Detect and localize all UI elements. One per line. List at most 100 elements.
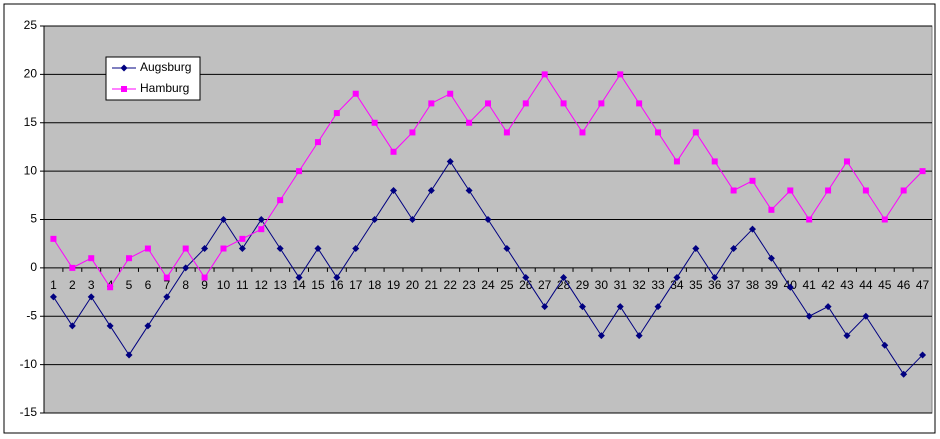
legend bbox=[105, 56, 201, 101]
data-point bbox=[522, 274, 530, 282]
x-tick-label: 14 bbox=[292, 278, 306, 292]
data-point bbox=[277, 197, 284, 204]
x-tick-label: 38 bbox=[746, 278, 760, 292]
data-point bbox=[87, 293, 95, 301]
x-tick-label: 30 bbox=[595, 278, 609, 292]
data-point bbox=[767, 254, 775, 262]
y-tick-label: 20 bbox=[24, 67, 38, 81]
x-tick-label: 7 bbox=[163, 278, 170, 292]
data-point bbox=[50, 235, 57, 242]
x-tick-label: 20 bbox=[406, 278, 420, 292]
data-point bbox=[219, 216, 227, 223]
x-tick-label: 8 bbox=[182, 278, 189, 292]
x-tick-label: 9 bbox=[201, 278, 208, 292]
data-point bbox=[900, 370, 908, 378]
data-point bbox=[144, 245, 151, 252]
x-tick-label: 37 bbox=[727, 278, 741, 292]
data-point bbox=[806, 216, 813, 223]
x-tick-label: 31 bbox=[614, 278, 628, 292]
y-tick-label: 10 bbox=[24, 163, 38, 177]
data-point bbox=[465, 186, 473, 194]
x-tick-label: 43 bbox=[840, 278, 854, 292]
x-tick-label: 33 bbox=[651, 278, 665, 292]
x-tick-label: 42 bbox=[821, 278, 835, 292]
data-point bbox=[125, 351, 133, 359]
data-point bbox=[238, 245, 246, 253]
x-tick-label: 5 bbox=[126, 278, 133, 292]
x-tick-label: 21 bbox=[425, 278, 439, 292]
data-point bbox=[635, 332, 643, 340]
x-tick-label: 25 bbox=[500, 278, 514, 292]
data-point bbox=[182, 245, 189, 252]
data-point bbox=[220, 245, 227, 252]
data-point bbox=[824, 303, 832, 311]
data-point bbox=[768, 206, 775, 213]
legend-label: Hamburg bbox=[140, 81, 189, 95]
data-point bbox=[258, 226, 265, 233]
y-tick-label: -15 bbox=[20, 405, 38, 419]
data-point bbox=[428, 100, 435, 107]
data-point bbox=[314, 245, 322, 253]
x-tick-label: 19 bbox=[387, 278, 401, 292]
data-point bbox=[786, 283, 794, 291]
y-tick-label: 5 bbox=[30, 212, 37, 226]
data-point bbox=[144, 322, 152, 330]
data-point bbox=[257, 216, 265, 223]
data-point bbox=[673, 158, 680, 165]
data-point bbox=[598, 100, 605, 107]
x-tick-label: 26 bbox=[519, 278, 533, 292]
x-tick-label: 36 bbox=[708, 278, 722, 292]
x-tick-label: 35 bbox=[689, 278, 703, 292]
x-tick-label: 34 bbox=[670, 278, 684, 292]
data-point bbox=[730, 245, 738, 253]
legend-marker bbox=[121, 86, 127, 92]
data-point bbox=[541, 71, 548, 78]
y-tick-label: -10 bbox=[20, 357, 38, 371]
data-point bbox=[560, 274, 568, 282]
data-point bbox=[68, 322, 76, 330]
data-point bbox=[503, 129, 510, 136]
data-point bbox=[862, 187, 869, 194]
x-tick-label: 46 bbox=[897, 278, 911, 292]
data-point bbox=[862, 312, 870, 320]
data-point bbox=[484, 216, 492, 223]
data-point bbox=[578, 303, 586, 311]
data-point bbox=[427, 186, 435, 194]
data-point bbox=[333, 274, 341, 282]
data-point bbox=[654, 303, 662, 311]
data-point bbox=[295, 274, 303, 282]
data-point bbox=[692, 245, 700, 253]
x-tick-label: 11 bbox=[236, 278, 249, 292]
data-point bbox=[69, 264, 76, 271]
data-point bbox=[390, 148, 397, 155]
x-tick-label: 15 bbox=[311, 278, 325, 292]
data-point bbox=[276, 245, 284, 253]
data-point bbox=[408, 216, 416, 223]
data-point bbox=[466, 119, 473, 126]
x-tick-label: 41 bbox=[803, 278, 817, 292]
y-tick-label: 15 bbox=[24, 115, 38, 129]
data-point bbox=[182, 264, 190, 272]
x-tick-label: 39 bbox=[765, 278, 779, 292]
data-point bbox=[352, 90, 359, 97]
data-point bbox=[352, 245, 360, 253]
data-point bbox=[881, 216, 888, 223]
data-point bbox=[88, 255, 95, 262]
data-point bbox=[730, 187, 737, 194]
data-point bbox=[673, 274, 681, 282]
y-tick-label: -5 bbox=[26, 308, 37, 322]
x-tick-label: 6 bbox=[145, 278, 152, 292]
data-point bbox=[126, 255, 133, 262]
data-point bbox=[655, 129, 662, 136]
x-tick-label: 27 bbox=[538, 278, 552, 292]
data-point bbox=[409, 129, 416, 136]
data-point bbox=[805, 312, 813, 320]
data-point bbox=[692, 129, 699, 136]
data-point bbox=[107, 284, 114, 291]
data-point bbox=[201, 245, 209, 253]
data-point bbox=[541, 303, 549, 311]
data-point bbox=[919, 168, 926, 175]
data-point bbox=[597, 332, 605, 340]
